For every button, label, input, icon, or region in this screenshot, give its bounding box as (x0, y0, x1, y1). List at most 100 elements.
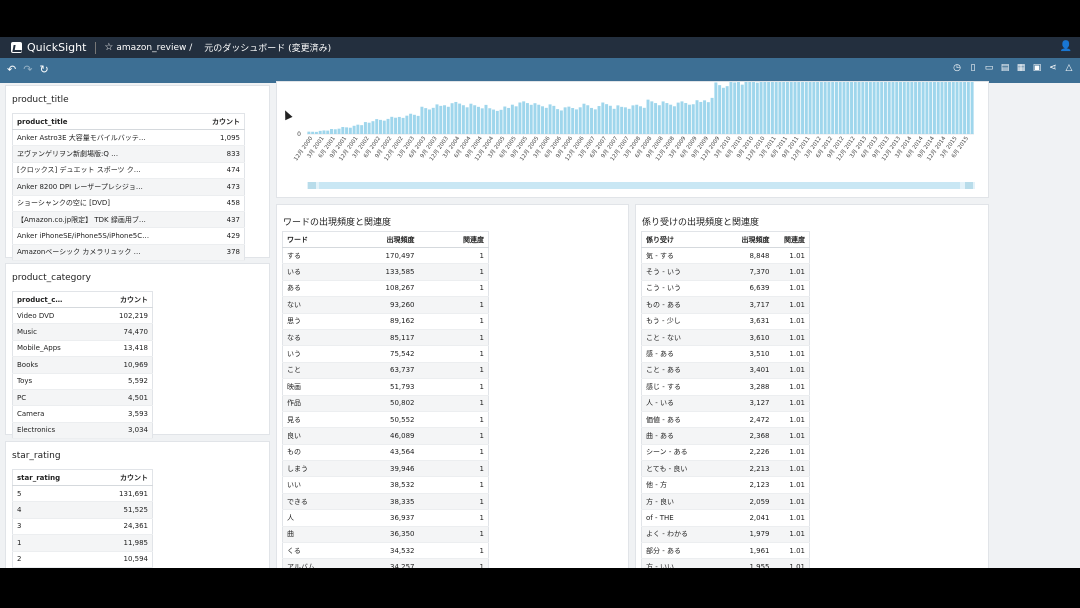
table-row[interactable]: なる 85,117 1 (282, 329, 489, 347)
table-row[interactable]: Amazonベーシック カメラリュック … 378 (12, 244, 245, 262)
table-cell[interactable]: こと - ない (641, 329, 712, 347)
table-cell[interactable]: とても - 良い (641, 460, 712, 478)
bar[interactable] (454, 101, 465, 134)
table-row[interactable]: Books 10,969 (12, 356, 153, 374)
table-row[interactable]: Electronics 3,034 (12, 422, 153, 440)
bar[interactable] (465, 103, 477, 134)
column-header[interactable]: product_c… (12, 291, 91, 308)
table-cell[interactable]: 3,127 (711, 395, 774, 412)
table-cell[interactable]: 1 (418, 509, 489, 527)
table-cell[interactable]: ない (282, 296, 351, 314)
bar[interactable] (861, 82, 872, 134)
bar[interactable] (330, 128, 341, 134)
bar[interactable] (850, 82, 861, 134)
table-row[interactable]: 4 51,525 (12, 501, 153, 519)
table-cell[interactable]: 43,564 (350, 444, 419, 462)
table-cell[interactable]: 3,034 (90, 422, 153, 440)
table-row[interactable]: Anker 8200 DPI レーザープレシジョ… 473 (12, 178, 245, 196)
table-row[interactable]: 曲 36,350 1 (282, 526, 489, 544)
undo-icon[interactable]: ↶ (7, 63, 17, 76)
table-cell[interactable]: 1,961 (711, 542, 774, 560)
table-cell[interactable]: 思う (282, 313, 351, 330)
table-cell[interactable]: 2,213 (711, 460, 774, 478)
table-cell[interactable]: 2,059 (711, 493, 774, 511)
chart-range-thumb[interactable] (319, 182, 960, 189)
table-row[interactable]: 良い 46,089 1 (282, 427, 489, 445)
table-row[interactable]: 見る 50,552 1 (282, 411, 489, 429)
table-cell[interactable]: 他 - 方 (641, 476, 712, 494)
table-row[interactable]: Anker iPhoneSE/iPhone5S/iPhone5C… 429 (12, 227, 245, 245)
table-row[interactable]: 人 - いる 3,127 1.01 (641, 395, 810, 412)
table-cell[interactable]: 458 (192, 195, 245, 212)
table-cell[interactable]: 作品 (282, 395, 351, 412)
table-cell[interactable]: 1.01 (773, 427, 810, 445)
bar[interactable] (906, 82, 918, 134)
table-row[interactable]: もう - 少し 3,631 1.01 (641, 313, 810, 330)
column-header[interactable]: star_rating (12, 469, 91, 486)
bar[interactable] (917, 82, 929, 134)
bar[interactable] (397, 115, 409, 134)
table-cell[interactable]: 46,089 (350, 427, 419, 445)
bar[interactable] (714, 82, 725, 134)
bar[interactable] (590, 106, 601, 134)
data-icon[interactable]: ▤ (1000, 63, 1010, 73)
table-cell[interactable]: 2,226 (711, 444, 774, 462)
table-cell[interactable]: 部分 - ある (641, 542, 712, 560)
table-row[interactable]: [クロックス] デュエット スポーツ ク… 474 (12, 162, 245, 180)
table-cell[interactable]: 5,592 (90, 373, 153, 390)
table-cell[interactable]: 人 (282, 509, 351, 527)
star-icon[interactable]: ☆ (104, 42, 114, 53)
table-cell[interactable]: 1 (418, 329, 489, 347)
table-cell[interactable]: Books (12, 356, 91, 374)
bar[interactable] (318, 130, 330, 134)
table-cell[interactable]: 1 (418, 345, 489, 363)
star-rating-panel[interactable]: star_rating star_rating カウント 5 131,691 4 51… (5, 441, 270, 568)
table-cell[interactable]: of - THE (641, 509, 712, 527)
table-cell[interactable]: 3,717 (711, 296, 774, 314)
table-cell[interactable]: 429 (192, 227, 245, 245)
table-row[interactable]: もの - ある 3,717 1.01 (641, 296, 810, 314)
bookmark-add-icon[interactable]: ▭ (984, 63, 994, 73)
table-cell[interactable]: 1 (418, 395, 489, 412)
column-header[interactable]: カウント (90, 469, 153, 486)
table-cell[interactable]: もう - 少し (641, 313, 712, 330)
table-cell[interactable]: 10,594 (90, 551, 153, 568)
redo-icon[interactable]: ↷ (23, 63, 33, 76)
product-title-table[interactable]: product_title カウント Anker Astro3E 大容量モバイル… (12, 113, 245, 262)
table-row[interactable]: 【Amazon.co.jp限定】 TDK 録画用ブ… 437 (12, 211, 245, 229)
table-row[interactable]: 1 11,985 (12, 534, 153, 552)
product-title-panel[interactable]: product_title product_title カウント Anker A… (5, 85, 270, 262)
table-cell[interactable]: 1.01 (773, 362, 810, 380)
table-cell[interactable]: 38,335 (350, 493, 419, 511)
table-cell[interactable]: 1.01 (773, 558, 810, 568)
table-cell[interactable]: 1.01 (773, 526, 810, 544)
range-handle-right[interactable] (965, 182, 973, 189)
table-cell[interactable]: Anker iPhoneSE/iPhone5S/iPhone5C… (12, 227, 193, 245)
table-cell[interactable]: 感じ - する (641, 378, 712, 396)
table-cell[interactable]: 方 - いい (641, 558, 712, 568)
table-cell[interactable]: 1,955 (711, 558, 774, 568)
table-cell[interactable]: 833 (192, 145, 245, 163)
table-cell[interactable]: いい (282, 476, 351, 494)
table-cell[interactable]: 63,737 (350, 362, 419, 380)
table-row[interactable]: Mobile_Apps 13,418 (12, 340, 153, 358)
bar[interactable] (691, 100, 703, 134)
column-header[interactable]: 関連度 (418, 231, 489, 248)
bar[interactable] (420, 106, 431, 134)
bar[interactable] (476, 104, 488, 134)
bar[interactable] (386, 116, 398, 134)
bar[interactable] (307, 131, 318, 134)
table-row[interactable]: する 170,497 1 (282, 247, 489, 265)
table-cell[interactable]: 3,593 (90, 405, 153, 423)
table-cell[interactable]: 3,631 (711, 313, 774, 330)
table-cell[interactable]: 36,937 (350, 509, 419, 527)
bar[interactable] (556, 107, 567, 134)
table-cell[interactable]: 102,219 (90, 307, 153, 325)
bar[interactable] (409, 113, 420, 134)
table-cell[interactable]: 人 - いる (641, 395, 712, 412)
table-row[interactable]: ある 108,267 1 (282, 280, 489, 298)
table-row[interactable]: 部分 - ある 1,961 1.01 (641, 542, 810, 560)
user-icon[interactable]: 👤 (1059, 41, 1072, 52)
table-cell[interactable]: 13,418 (90, 340, 153, 358)
dashboard-link[interactable]: 元のダッシュボード (変更済み) (204, 44, 332, 54)
